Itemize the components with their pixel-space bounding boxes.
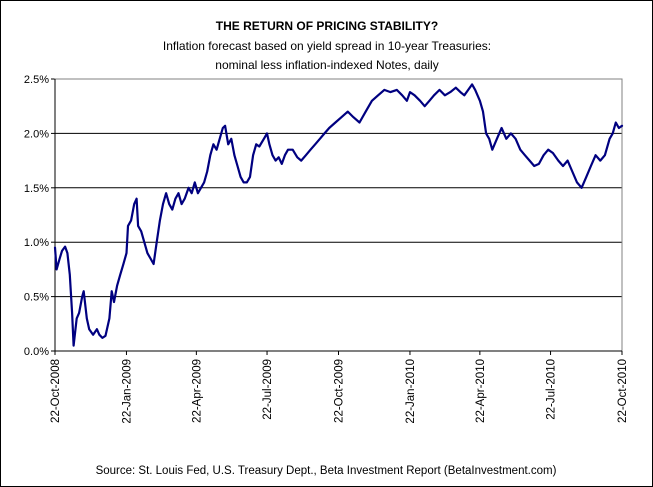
y-tick-label: 2.5% xyxy=(24,74,49,86)
axis-layer xyxy=(51,78,623,355)
chart-subtitle-line-2: nominal less inflation-indexed Notes, da… xyxy=(215,58,438,72)
x-tick-label: 22-Apr-2009 xyxy=(191,359,203,423)
chart-title: THE RETURN OF PRICING STABILITY? xyxy=(216,19,438,33)
x-tick-label: 22-Apr-2010 xyxy=(475,359,487,423)
y-tick-label: 0.0% xyxy=(24,346,49,358)
x-tick-label: 22-Jul-2010 xyxy=(546,359,558,420)
x-tick-labels: 22-Oct-2008 22-Jan-2009 22-Apr-2009 22-Jul-… xyxy=(50,359,629,424)
y-tick-label: 2.0% xyxy=(24,128,49,140)
x-tick-label: 22-Oct-2009 xyxy=(334,359,346,423)
chart-source-note: Source: St. Louis Fed, U.S. Treasury Dep… xyxy=(96,465,557,477)
chart-subtitle-line-1: Inflation forecast based on yield spread… xyxy=(163,39,491,53)
y-tick-label: 1.5% xyxy=(24,183,49,195)
x-tick-label: 22-Jan-2010 xyxy=(405,359,417,424)
series-layer xyxy=(53,83,624,347)
x-tick-label: 22-Oct-2008 xyxy=(50,359,62,423)
grid-layer xyxy=(55,78,622,298)
y-tick-label: 0.5% xyxy=(24,292,49,304)
y-tick-label: 1.0% xyxy=(24,237,49,249)
x-tick-label: 22-Jul-2009 xyxy=(262,359,274,420)
series-line xyxy=(53,83,624,347)
x-tick-label: 22-Jan-2009 xyxy=(121,359,133,424)
y-tick-labels: 0.0% 0.5% 1.0% 1.5% 2.0% 2.5% xyxy=(24,74,49,358)
x-tick-label: 22-Oct-2010 xyxy=(617,359,629,423)
